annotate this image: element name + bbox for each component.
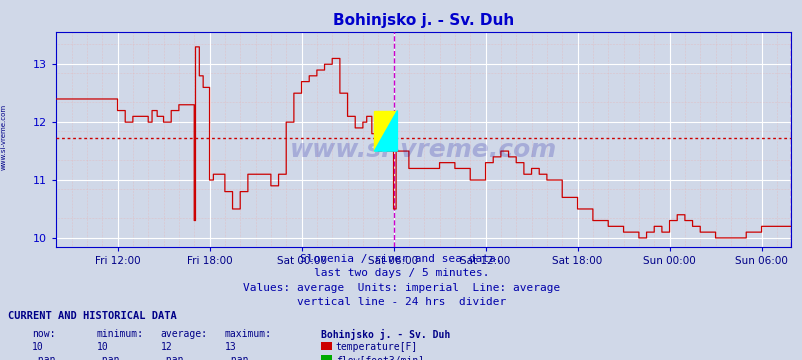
Text: -nan: -nan bbox=[160, 355, 184, 360]
Text: average:: average: bbox=[160, 329, 208, 339]
Text: vertical line - 24 hrs  divider: vertical line - 24 hrs divider bbox=[297, 297, 505, 307]
Text: 10: 10 bbox=[32, 342, 44, 352]
Text: www.si-vreme.com: www.si-vreme.com bbox=[290, 138, 557, 162]
Text: minimum:: minimum: bbox=[96, 329, 144, 339]
Text: Slovenia / river and sea data.: Slovenia / river and sea data. bbox=[300, 254, 502, 264]
Text: now:: now: bbox=[32, 329, 55, 339]
Text: maximum:: maximum: bbox=[225, 329, 272, 339]
Text: -nan: -nan bbox=[96, 355, 119, 360]
Text: 10: 10 bbox=[96, 342, 108, 352]
Text: last two days / 5 minutes.: last two days / 5 minutes. bbox=[314, 268, 488, 278]
Text: CURRENT AND HISTORICAL DATA: CURRENT AND HISTORICAL DATA bbox=[8, 311, 176, 321]
Text: flow[foot3/min]: flow[foot3/min] bbox=[335, 355, 423, 360]
Text: temperature[F]: temperature[F] bbox=[335, 342, 417, 352]
Title: Bohinjsko j. - Sv. Duh: Bohinjsko j. - Sv. Duh bbox=[333, 13, 513, 28]
Text: -nan: -nan bbox=[32, 355, 55, 360]
Polygon shape bbox=[374, 111, 397, 151]
Polygon shape bbox=[374, 111, 397, 151]
Text: -nan: -nan bbox=[225, 355, 248, 360]
Text: www.si-vreme.com: www.si-vreme.com bbox=[0, 104, 6, 170]
Text: 13: 13 bbox=[225, 342, 237, 352]
Text: 12: 12 bbox=[160, 342, 172, 352]
Text: Values: average  Units: imperial  Line: average: Values: average Units: imperial Line: av… bbox=[242, 283, 560, 293]
Text: Bohinjsko j. - Sv. Duh: Bohinjsko j. - Sv. Duh bbox=[321, 329, 450, 340]
